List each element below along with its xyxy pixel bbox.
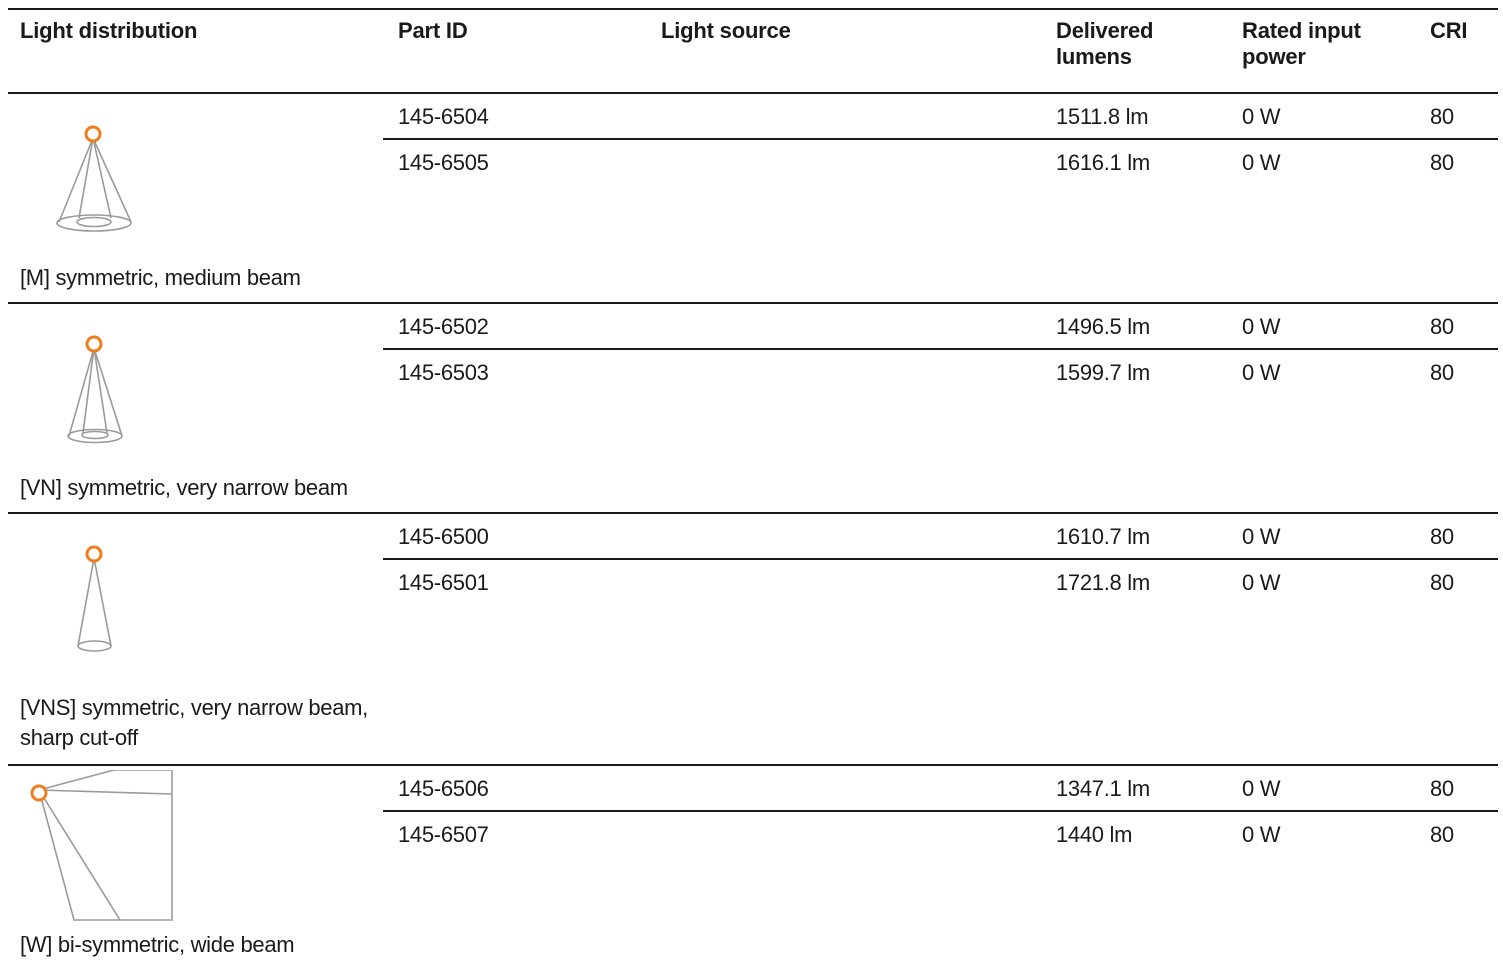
distribution-group-very-narrow-sharp: [VNS] symmetric, very narrow beam, sharp…: [8, 512, 1498, 764]
part-id-cell: 145-6505: [398, 150, 489, 175]
distribution-label: [VNS] symmetric, very narrow beam, sharp…: [20, 695, 368, 750]
header-delivered-lumens: Delivered lumens: [1056, 18, 1154, 69]
distribution-label: [VN] symmetric, very narrow beam: [20, 475, 348, 500]
table-row: 145-6500 1610.7 lm 0 W 80: [383, 512, 1498, 558]
header-cri: CRI: [1430, 18, 1468, 43]
lumens-cell: 1721.8 lm: [1056, 570, 1150, 595]
table-row: 145-6506 1347.1 lm 0 W 80: [383, 764, 1498, 810]
part-id-cell: 145-6502: [398, 314, 489, 339]
header-part-id: Part ID: [398, 18, 468, 43]
group-separator: [8, 92, 1498, 94]
header-light-distribution: Light distribution: [20, 18, 198, 43]
cri-cell: 80: [1430, 570, 1454, 595]
cri-cell: 80: [1430, 822, 1454, 847]
part-id-cell: 145-6507: [398, 822, 489, 847]
power-cell: 0 W: [1242, 524, 1281, 549]
power-cell: 0 W: [1242, 570, 1281, 595]
wide-beam-wallwash-icon: [30, 770, 173, 921]
row-separator: [383, 348, 1498, 350]
lumens-cell: 1610.7 lm: [1056, 524, 1150, 549]
lumens-cell: 1511.8 lm: [1056, 104, 1149, 129]
row-separator: [383, 138, 1498, 140]
cri-cell: 80: [1430, 524, 1454, 549]
very-narrow-beam-cone-icon: [67, 335, 123, 444]
row-separator: [383, 810, 1498, 812]
cri-cell: 80: [1430, 776, 1454, 801]
table-row: 145-6505 1616.1 lm 0 W 80: [383, 138, 1498, 184]
part-id-cell: 145-6503: [398, 360, 489, 385]
power-cell: 0 W: [1242, 104, 1281, 129]
medium-beam-cone-icon: [56, 125, 132, 232]
distribution-label: [W] bi-symmetric, wide beam: [20, 932, 295, 957]
power-cell: 0 W: [1242, 150, 1281, 175]
part-id-cell: 145-6506: [398, 776, 489, 801]
table-row: 145-6504 1511.8 lm 0 W 80: [383, 92, 1498, 138]
cri-cell: 80: [1430, 360, 1454, 385]
distribution-label: [M] symmetric, medium beam: [20, 265, 301, 290]
power-cell: 0 W: [1242, 822, 1281, 847]
cri-cell: 80: [1430, 104, 1454, 129]
cri-cell: 80: [1430, 150, 1454, 175]
group-separator: [8, 764, 1498, 766]
distribution-group-medium: [M] symmetric, medium beam 145-6504 1511…: [8, 92, 1498, 302]
table-top-rule: [8, 8, 1498, 10]
lumens-cell: 1616.1 lm: [1056, 150, 1150, 175]
part-id-cell: 145-6500: [398, 524, 489, 549]
group-separator: [8, 512, 1498, 514]
part-id-cell: 145-6504: [398, 104, 489, 129]
power-cell: 0 W: [1242, 776, 1281, 801]
lumens-cell: 1440 lm: [1056, 822, 1133, 847]
lumens-cell: 1599.7 lm: [1056, 360, 1150, 385]
lumens-cell: 1347.1 lm: [1056, 776, 1150, 801]
table-row: 145-6503 1599.7 lm 0 W 80: [383, 348, 1498, 394]
group-separator: [8, 302, 1498, 304]
distribution-group-very-narrow: [VN] symmetric, very narrow beam 145-650…: [8, 302, 1498, 512]
header-rated-input-power: Rated input power: [1242, 18, 1361, 69]
header-light-source: Light source: [661, 18, 791, 43]
power-cell: 0 W: [1242, 360, 1281, 385]
distribution-group-wide: [W] bi-symmetric, wide beam 145-6506 134…: [8, 764, 1498, 964]
lumens-cell: 1496.5 lm: [1056, 314, 1150, 339]
table-row: 145-6502 1496.5 lm 0 W 80: [383, 302, 1498, 348]
table-row: 145-6501 1721.8 lm 0 W 80: [383, 558, 1498, 604]
part-id-cell: 145-6501: [398, 570, 489, 595]
table-row: 145-6507 1440 lm 0 W 80: [383, 810, 1498, 856]
very-narrow-sharp-cutoff-cone-icon: [77, 545, 112, 652]
power-cell: 0 W: [1242, 314, 1281, 339]
row-separator: [383, 558, 1498, 560]
cri-cell: 80: [1430, 314, 1454, 339]
